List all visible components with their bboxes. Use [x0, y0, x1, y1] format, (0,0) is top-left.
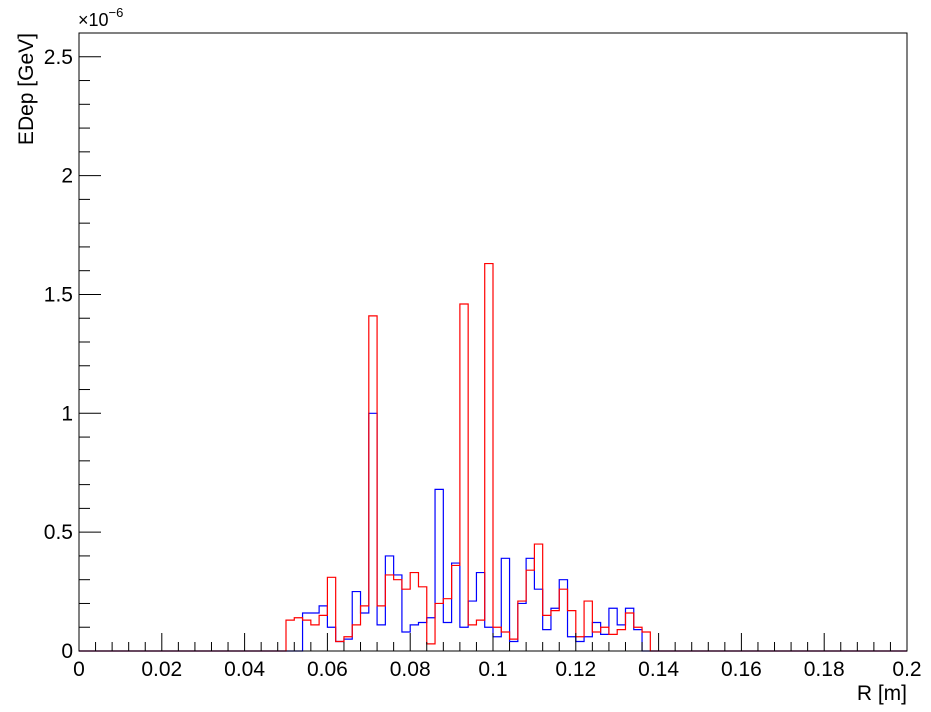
x-tick-label: 0.08	[390, 658, 431, 681]
x-tick-label: 0.12	[555, 658, 596, 681]
x-tick-label: 0	[73, 658, 85, 681]
x-tick-label: 0.04	[224, 658, 265, 681]
y-tick-label: 2	[61, 165, 73, 188]
x-tick-label: 0.14	[638, 658, 679, 681]
y-axis-label: EDep [GeV]	[15, 33, 38, 145]
y-tick-label: 1	[61, 402, 73, 425]
x-tick-label: 0.2	[892, 658, 921, 681]
y-axis-multiplier: ×10−6	[78, 5, 123, 30]
y-axis-multiplier-exponent: −6	[109, 5, 124, 20]
x-axis-label: R [m]	[857, 682, 907, 705]
y-tick-label: 0	[61, 640, 73, 663]
x-tick-label: 0.02	[141, 658, 182, 681]
x-tick-label: 0.06	[307, 658, 348, 681]
y-axis-multiplier-base: ×10	[78, 10, 109, 30]
x-tick-label: 0.18	[804, 658, 845, 681]
y-tick-label: 1.5	[44, 283, 73, 306]
x-tick-label: 0.16	[721, 658, 762, 681]
axes-layer: 0 0.02 0.04 0.06 0.08 0.1 0.12 0.14 0.16 0.18 0.2 0…	[44, 32, 922, 681]
y-tick-label: 2.5	[44, 46, 73, 69]
x-tick-label: 0.1	[478, 658, 507, 681]
y-tick-label: 0.5	[44, 521, 73, 544]
labels-layer: ×10−6 R [m] EDep [GeV]	[15, 5, 907, 705]
